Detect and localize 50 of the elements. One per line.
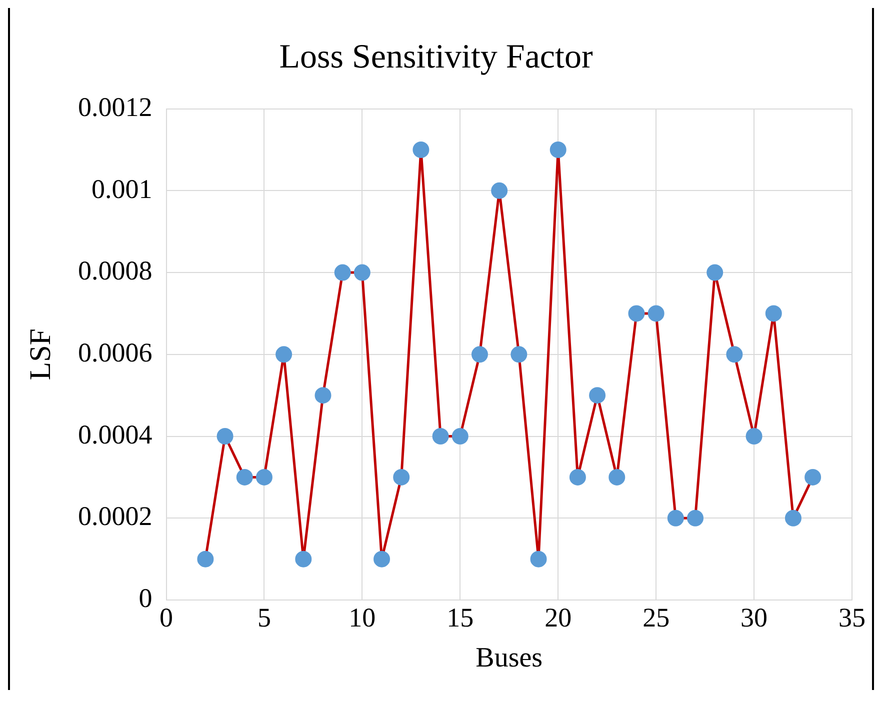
point (569, 468, 586, 486)
point (765, 305, 782, 322)
x-tick-label: 20 (544, 602, 572, 632)
y-tick-label: 0.0002 (78, 501, 152, 532)
point (374, 550, 390, 568)
point (276, 346, 292, 363)
point (804, 468, 822, 486)
chart-title: Loss Sensitivity Factor (279, 38, 594, 76)
y-tick-label: 0.0004 (78, 419, 153, 450)
x-tick-label: 5 (257, 602, 271, 632)
y-axis-title: LSF (24, 328, 57, 380)
point (726, 346, 743, 363)
x-tick-label: 0 (160, 602, 173, 632)
point (334, 264, 351, 281)
y-tick-label: 0.001 (92, 174, 152, 204)
x-tick-label: 15 (446, 602, 474, 632)
x-tick-label: 10 (348, 602, 376, 632)
point (687, 510, 704, 526)
point (589, 387, 606, 404)
point (295, 550, 312, 568)
y-tick-label: 0.0012 (78, 92, 152, 122)
point (197, 550, 214, 568)
point (550, 141, 566, 158)
point (216, 428, 234, 445)
point (314, 387, 332, 404)
y-tick-label: 0.0006 (78, 337, 152, 368)
point (667, 510, 684, 526)
y-tick-label: 0.0008 (78, 256, 152, 286)
point (256, 468, 272, 486)
point (784, 510, 802, 526)
point (491, 182, 508, 199)
x-tick-label: 30 (740, 602, 768, 632)
point (510, 346, 528, 363)
point (628, 305, 645, 322)
point (471, 346, 488, 363)
point (746, 428, 762, 445)
point (354, 264, 370, 281)
point (393, 468, 410, 486)
point (236, 468, 253, 486)
point (608, 468, 626, 486)
point (412, 141, 430, 158)
point (706, 264, 724, 281)
point (452, 428, 468, 445)
x-tick-label: 25 (642, 602, 670, 632)
point (432, 428, 449, 445)
point (530, 550, 547, 568)
x-tick-label: 35 (838, 602, 866, 632)
x-axis-title: Buses (476, 642, 543, 674)
y-tick-label: 0 (138, 583, 152, 614)
point (648, 305, 664, 322)
